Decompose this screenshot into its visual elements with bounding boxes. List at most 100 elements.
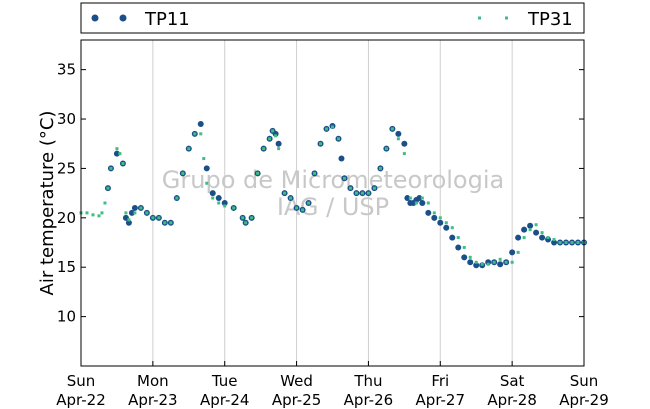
data-point-tp31 xyxy=(283,191,287,195)
data-point-tp31 xyxy=(510,260,514,264)
data-point-tp31 xyxy=(378,166,382,170)
x-tick-label-day: Sun xyxy=(67,372,96,390)
data-point-tp31 xyxy=(307,201,311,205)
data-point-tp31 xyxy=(450,226,454,230)
data-point-tp11 xyxy=(509,249,516,256)
data-point-tp31 xyxy=(109,166,113,170)
data-point-tp31 xyxy=(331,125,334,129)
data-point-tp11 xyxy=(449,234,456,241)
data-point-tp11 xyxy=(527,222,534,229)
data-point-tp11 xyxy=(401,140,408,147)
data-point-tp11 xyxy=(461,254,468,261)
data-point-tp11 xyxy=(131,204,138,211)
data-point-tp31 xyxy=(100,211,104,215)
grid xyxy=(152,40,513,366)
x-tick-label-date: Apr-28 xyxy=(487,391,537,409)
data-point-tp31 xyxy=(106,186,110,190)
data-point-tp31 xyxy=(540,231,544,235)
data-point-tp31 xyxy=(396,137,400,141)
data-point-tp31 xyxy=(576,241,580,245)
legend: TP11 TP31 xyxy=(80,2,585,34)
legend-marker-tp11 xyxy=(91,14,99,22)
data-point-tp31 xyxy=(360,191,364,195)
data-point-tp11 xyxy=(431,214,438,221)
data-point-tp31 xyxy=(372,186,376,190)
x-tick-label-date: Apr-23 xyxy=(128,391,178,409)
data-point-tp31 xyxy=(426,201,430,205)
data-point-tp31 xyxy=(516,250,520,254)
data-point-tp11 xyxy=(539,234,546,241)
data-point-tp11 xyxy=(443,224,450,231)
data-point-tp31 xyxy=(313,171,317,175)
legend-marker-tp31 xyxy=(478,16,481,20)
data-point-tp31 xyxy=(211,196,215,200)
data-point-tp31 xyxy=(336,137,340,141)
x-tick-label-day: Sun xyxy=(570,372,599,390)
data-point-tp31 xyxy=(205,181,209,185)
data-point-tp31 xyxy=(277,147,281,151)
data-point-tp31 xyxy=(552,238,556,242)
data-point-tp31 xyxy=(474,260,478,264)
x-tick-label-day: Thu xyxy=(353,372,382,390)
y-axis: 10 15 20 25 30 35 xyxy=(57,61,584,326)
data-point-tp31 xyxy=(289,196,293,200)
data-point-tp11 xyxy=(437,219,444,226)
data-point-tp31 xyxy=(91,213,95,217)
data-point-tp31 xyxy=(456,236,460,240)
data-point-tp31 xyxy=(103,201,107,205)
data-point-tp11 xyxy=(521,226,528,233)
x-tick-label-date: Apr-24 xyxy=(200,391,250,409)
legend-label-tp31: TP31 xyxy=(527,9,573,30)
data-point-tp11 xyxy=(419,200,426,206)
data-point-tp31 xyxy=(384,147,388,151)
data-point-tp11 xyxy=(338,155,345,162)
data-point-tp31 xyxy=(169,221,173,225)
data-point-tp31 xyxy=(181,171,185,175)
data-point-tp31 xyxy=(274,134,278,138)
data-point-tp31 xyxy=(151,216,155,220)
y-tick-label: 20 xyxy=(57,209,76,227)
legend-marker-tp11 xyxy=(119,14,127,22)
data-point-tp31 xyxy=(564,241,568,245)
data-point-tp31 xyxy=(145,211,149,215)
x-tick-label-day: Fri xyxy=(431,372,449,390)
data-point-tp31 xyxy=(271,129,275,133)
data-point-tp11 xyxy=(215,195,222,202)
x-tick-label-date: Apr-22 xyxy=(56,391,106,409)
x-tick-label-day: Sat xyxy=(500,372,525,390)
data-point-tp31 xyxy=(244,221,248,225)
data-point-tp31 xyxy=(522,236,526,240)
data-point-tp31 xyxy=(480,262,484,266)
y-axis-label: Air temperature (°C) xyxy=(37,111,58,296)
data-point-tp11 xyxy=(209,190,216,197)
data-point-tp31 xyxy=(366,191,370,195)
x-tick-label-date: Apr-25 xyxy=(272,391,322,409)
legend-label-tp11: TP11 xyxy=(144,9,190,30)
y-tick-label: 10 xyxy=(57,308,76,326)
data-point-tp31 xyxy=(124,211,128,215)
x-tick-label-day: Tue xyxy=(211,372,238,390)
data-point-tp31 xyxy=(157,216,161,220)
data-point-tp11 xyxy=(203,165,210,172)
data-point-tp31 xyxy=(139,206,143,210)
legend-frame xyxy=(80,2,585,34)
data-point-tp31 xyxy=(444,221,448,225)
x-tick-label-date: Apr-29 xyxy=(559,391,609,409)
x-tick-label-day: Wed xyxy=(280,372,313,390)
data-point-tp31 xyxy=(319,142,323,146)
data-point-tp31 xyxy=(570,241,574,245)
data-point-tp11 xyxy=(533,229,540,236)
data-point-tp11 xyxy=(455,244,462,251)
data-point-tp31 xyxy=(85,211,89,215)
data-point-tp31 xyxy=(354,191,358,195)
data-point-tp31 xyxy=(133,211,137,215)
data-point-tp31 xyxy=(402,152,406,156)
data-point-tp31 xyxy=(163,221,167,225)
data-point-tp11 xyxy=(467,259,474,266)
data-point-tp31 xyxy=(546,236,550,240)
data-point-tp31 xyxy=(498,257,502,261)
data-point-tp31 xyxy=(115,147,119,151)
legend-marker-tp31 xyxy=(505,16,508,20)
data-point-tp31 xyxy=(325,127,329,131)
data-point-tp31 xyxy=(97,214,101,218)
